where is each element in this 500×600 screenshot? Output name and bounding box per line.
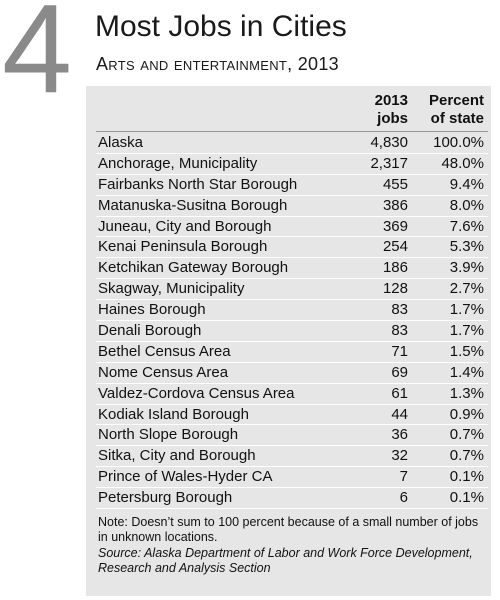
row-percent: 1.7%	[449, 301, 484, 319]
row-place: Juneau, City and Borough	[98, 217, 272, 235]
row-place: Alaska	[98, 134, 144, 151]
row-place: Matanuska-Susitna Borough	[98, 196, 288, 214]
row-jobs: 61	[391, 384, 408, 402]
row-percent: 0.7%	[449, 447, 484, 465]
row-jobs: 254	[382, 238, 408, 256]
row-percent: 5.3%	[449, 238, 484, 256]
column-header-percent-line-1: Percent	[428, 92, 484, 109]
row-jobs: 36	[391, 426, 408, 444]
row-place: Anchorage, Municipality	[98, 154, 258, 172]
row-place: Ketchikan Gateway Borough	[98, 259, 289, 277]
row-percent: 2.7%	[449, 280, 484, 298]
table-row: Fairbanks North Star Borough 455 9.4%	[96, 175, 488, 196]
row-jobs: 4,830	[370, 134, 408, 151]
row-percent: 1.5%	[449, 342, 484, 360]
column-header-percent-line-2: of state	[430, 110, 484, 127]
row-place: Kodiak Island Borough	[98, 405, 249, 423]
row-place: Denali Borough	[98, 322, 202, 340]
row-percent: 1.4%	[449, 363, 484, 381]
row-place: Haines Borough	[98, 301, 206, 319]
row-percent: 3.9%	[449, 259, 484, 277]
row-jobs: 32	[391, 447, 408, 465]
row-percent: 1.7%	[449, 322, 484, 340]
table-row: Skagway, Municipality 128 2.7%	[96, 279, 488, 301]
row-percent: 7.6%	[449, 217, 484, 235]
row-place: Petersburg Borough	[98, 489, 233, 507]
table-row: Ketchikan Gateway Borough 186 3.9%	[96, 258, 488, 280]
row-place: Valdez-Cordova Census Area	[98, 384, 295, 402]
table-note: Note: Doesn’t sum to 100 percent because…	[98, 515, 479, 544]
column-header-jobs: 2013 jobs	[330, 92, 408, 128]
row-percent: 0.1%	[449, 468, 484, 486]
row-jobs: 83	[391, 322, 408, 340]
row-percent: 9.4%	[449, 175, 484, 193]
row-percent: 0.1%	[449, 489, 484, 507]
table-row: Kenai Peninsula Borough 254 5.3%	[96, 237, 488, 259]
table-row: North Slope Borough 36 0.7%	[96, 425, 488, 447]
row-jobs: 386	[382, 196, 408, 214]
table-row: Kodiak Island Borough 44 0.9%	[96, 405, 488, 426]
row-place: Kenai Peninsula Borough	[98, 238, 268, 256]
figure-title: Most Jobs in Cities	[95, 10, 347, 43]
row-percent: 100.0%	[433, 134, 484, 151]
row-jobs: 455	[382, 175, 408, 193]
table-row: Sitka, City and Borough 32 0.7%	[96, 446, 488, 468]
row-jobs: 186	[382, 259, 408, 277]
row-jobs: 2,317	[370, 154, 408, 172]
row-jobs: 83	[391, 301, 408, 319]
table-row: Matanuska-Susitna Borough 386 8.0%	[96, 196, 488, 217]
table-row: Nome Census Area 69 1.4%	[96, 363, 488, 384]
table-source: Source: Alaska Department of Labor and W…	[98, 546, 473, 575]
row-jobs: 71	[391, 342, 408, 360]
header-divider	[96, 131, 488, 132]
table-row: Juneau, City and Borough 369 7.6%	[96, 217, 488, 238]
row-place: Nome Census Area	[98, 363, 229, 381]
row-percent: 0.9%	[449, 405, 484, 423]
table-row: Valdez-Cordova Census Area 61 1.3%	[96, 384, 488, 405]
row-jobs: 69	[391, 363, 408, 381]
rank-number: 4	[2, 0, 72, 119]
row-place: North Slope Borough	[98, 426, 239, 444]
table-row: Prince of Wales-Hyder CA 7 0.1%	[96, 467, 488, 489]
row-jobs: 6	[399, 489, 408, 507]
table-row: Haines Borough 83 1.7%	[96, 300, 488, 322]
row-place: Prince of Wales-Hyder CA	[98, 468, 273, 486]
row-place: Bethel Census Area	[98, 342, 231, 360]
row-percent: 1.3%	[449, 384, 484, 402]
row-jobs: 128	[382, 280, 408, 298]
row-percent: 8.0%	[449, 196, 484, 214]
table-row: Anchorage, Municipality 2,317 48.0%	[96, 154, 488, 175]
row-place: Sitka, City and Borough	[98, 447, 256, 465]
row-percent: 48.0%	[441, 154, 484, 172]
row-percent: 0.7%	[449, 426, 484, 444]
figure-subtitle: Arts and entertainment, 2013	[96, 54, 339, 74]
row-place: Skagway, Municipality	[98, 280, 245, 298]
row-place: Fairbanks North Star Borough	[98, 175, 298, 193]
table-row: Bethel Census Area 71 1.5%	[96, 342, 488, 363]
column-header-jobs-line-1: 2013	[374, 92, 408, 109]
table-row: Petersburg Borough 6 0.1%	[96, 488, 488, 510]
row-jobs: 7	[399, 468, 408, 486]
table-row: Alaska 4,830 100.0%	[96, 133, 488, 154]
table-body: Alaska 4,830 100.0% Anchorage, Municipality…	[96, 133, 488, 510]
table-row: Denali Borough 83 1.7%	[96, 321, 488, 342]
row-jobs: 369	[382, 217, 408, 235]
column-header-percent: Percent of state	[410, 92, 484, 128]
row-jobs: 44	[391, 405, 408, 423]
column-header-jobs-line-2: jobs	[377, 110, 408, 127]
